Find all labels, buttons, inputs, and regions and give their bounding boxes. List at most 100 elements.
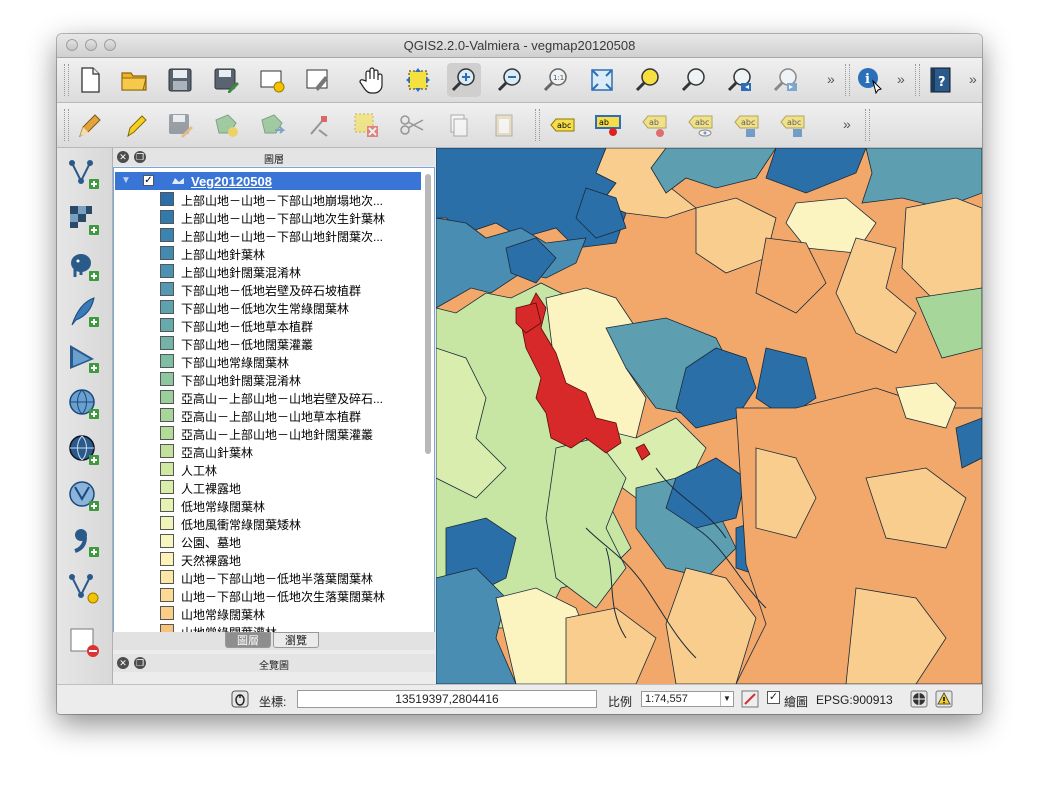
legend-item[interactable]: 上部山地針葉林 <box>160 244 420 262</box>
save-as-button[interactable] <box>209 63 243 97</box>
tab-layers[interactable]: 圖層 <box>225 632 271 648</box>
open-project-button[interactable] <box>117 63 151 97</box>
zoom-to-layer-button[interactable] <box>677 63 711 97</box>
map-canvas[interactable] <box>436 148 982 684</box>
toolbar-grip[interactable] <box>64 64 69 96</box>
warning-messages-icon[interactable] <box>935 690 953 708</box>
toolbar-overflow-chevron[interactable]: » <box>897 71 905 87</box>
toolbar-grip[interactable] <box>535 109 540 141</box>
toolbar-grip[interactable] <box>865 109 870 141</box>
crs-status-label[interactable]: EPSG:900913 <box>816 693 893 707</box>
tab-browse[interactable]: 瀏覽 <box>273 632 319 648</box>
current-edits-button[interactable] <box>73 108 107 142</box>
coordinate-field[interactable]: 13519397,2804416 <box>297 690 597 708</box>
layer-visibility-checkbox[interactable]: ✓ <box>143 175 154 186</box>
layer-labeling-options-button[interactable]: abc <box>545 108 579 142</box>
toolbar-grip[interactable] <box>915 64 920 96</box>
add-spatialite-layer-button[interactable] <box>66 294 102 330</box>
zoom-full-button[interactable] <box>585 63 619 97</box>
rotation-stop-icon[interactable] <box>741 690 759 708</box>
legend-item[interactable]: 下部山地－低地草本植群 <box>160 316 420 334</box>
mouse-coordinates-toggle-icon[interactable] <box>231 690 249 708</box>
legend-item[interactable]: 上部山地－山地－下部山地針闊葉次... <box>160 226 420 244</box>
legend-item[interactable]: 山地－下部山地－低地半落葉闊葉林 <box>160 568 420 586</box>
toolbar-grip[interactable] <box>845 64 850 96</box>
minimize-window-button[interactable] <box>85 39 97 51</box>
add-wms-layer-button[interactable] <box>66 386 102 422</box>
crs-globe-icon[interactable] <box>910 690 928 708</box>
zoom-to-selection-button[interactable] <box>631 63 665 97</box>
legend-item[interactable]: 下部山地針闊葉混淆林 <box>160 370 420 388</box>
close-window-button[interactable] <box>66 39 78 51</box>
scrollbar-thumb[interactable] <box>425 174 431 454</box>
zoom-out-button[interactable] <box>493 63 527 97</box>
save-layer-edits-button[interactable] <box>163 108 197 142</box>
legend-item[interactable]: 上部山地－山地－下部山地崩塌地次... <box>160 190 420 208</box>
toolbar-overflow-chevron[interactable]: » <box>843 116 851 132</box>
toggle-editing-button[interactable] <box>119 108 153 142</box>
zoom-next-button[interactable] <box>769 63 803 97</box>
toolbar-grip[interactable] <box>64 109 69 141</box>
zoom-in-button[interactable] <box>447 63 481 97</box>
add-wcs-layer-button[interactable] <box>66 432 102 468</box>
pan-map-button[interactable] <box>355 63 389 97</box>
add-feature-button[interactable] <box>209 108 243 142</box>
highlight-pinned-labels-button[interactable]: ab <box>591 108 625 142</box>
new-shapefile-layer-button[interactable] <box>66 570 102 606</box>
save-project-button[interactable] <box>163 63 197 97</box>
render-checkbox[interactable]: ✓ <box>767 691 780 704</box>
collapse-triangle-icon[interactable]: ▼ <box>121 175 131 186</box>
identify-features-button[interactable]: i <box>853 63 887 97</box>
legend-item[interactable]: 山地－下部山地－低地次生落葉闊葉林 <box>160 586 420 604</box>
legend-item[interactable]: 亞高山－上部山地－山地針闊葉灌叢 <box>160 424 420 442</box>
legend-item[interactable]: 亞高山－上部山地－山地岩壁及碎石... <box>160 388 420 406</box>
float-panel-icon[interactable]: ❐ <box>134 151 146 163</box>
copy-features-button[interactable] <box>441 108 475 142</box>
legend-item[interactable]: 上部山地針闊葉混淆林 <box>160 262 420 280</box>
legend-item[interactable]: 下部山地－低地闊葉灌叢 <box>160 334 420 352</box>
legend-item[interactable]: 上部山地－山地－下部山地次生針葉林 <box>160 208 420 226</box>
change-label-button[interactable]: abc <box>775 108 809 142</box>
add-postgis-layer-button[interactable] <box>66 248 102 284</box>
layers-scrollbar[interactable] <box>423 170 432 632</box>
legend-item[interactable]: 公園、墓地 <box>160 532 420 550</box>
legend-item[interactable]: 山地常綠闊葉灌林 <box>160 622 420 634</box>
zoom-actual-size-button[interactable]: 1:1 <box>539 63 573 97</box>
legend-item[interactable]: 下部山地常綠闊葉林 <box>160 352 420 370</box>
help-contents-button[interactable]: ? <box>923 63 957 97</box>
legend-item[interactable]: 低地常綠闊葉林 <box>160 496 420 514</box>
add-delimited-text-layer-button[interactable] <box>66 524 102 560</box>
zoom-last-button[interactable] <box>723 63 757 97</box>
close-panel-icon[interactable]: ✕ <box>117 151 129 163</box>
overview-map-area[interactable] <box>113 672 435 684</box>
show-hide-labels-button[interactable]: abc <box>683 108 717 142</box>
cut-features-button[interactable] <box>395 108 429 142</box>
rotate-label-button[interactable]: abc <box>729 108 763 142</box>
legend-item[interactable]: 天然裸露地 <box>160 550 420 568</box>
close-panel-icon[interactable]: ✕ <box>117 657 129 669</box>
legend-item[interactable]: 下部山地－低地岩壁及碎石坡植群 <box>160 280 420 298</box>
layer-row-veg20120508[interactable]: ▼ ✓ Veg20120508 <box>115 172 421 190</box>
scale-combobox[interactable]: 1:74,557 ▼ <box>641 691 734 707</box>
add-raster-layer-button[interactable] <box>66 202 102 238</box>
chevron-down-icon[interactable]: ▼ <box>720 692 733 706</box>
add-mssql-layer-button[interactable] <box>66 340 102 376</box>
legend-item[interactable]: 亞高山－上部山地－山地草本植群 <box>160 406 420 424</box>
move-feature-button[interactable] <box>255 108 289 142</box>
composer-manager-button[interactable] <box>301 63 335 97</box>
new-print-composer-button[interactable] <box>255 63 289 97</box>
remove-layer-button[interactable] <box>66 624 102 660</box>
legend-item[interactable]: 低地風衝常綠闊葉矮林 <box>160 514 420 532</box>
node-tool-button[interactable] <box>303 108 337 142</box>
toolbar-overflow-chevron[interactable]: » <box>969 71 977 87</box>
zoom-window-button[interactable] <box>104 39 116 51</box>
pan-to-selection-button[interactable] <box>401 63 435 97</box>
delete-selected-button[interactable] <box>349 108 383 142</box>
move-label-button[interactable]: ab <box>637 108 671 142</box>
legend-item[interactable]: 人工裸露地 <box>160 478 420 496</box>
legend-item[interactable]: 人工林 <box>160 460 420 478</box>
paste-features-button[interactable] <box>487 108 521 142</box>
legend-item[interactable]: 亞高山針葉林 <box>160 442 420 460</box>
add-vector-layer-button[interactable] <box>66 156 102 192</box>
add-wfs-layer-button[interactable] <box>66 478 102 514</box>
